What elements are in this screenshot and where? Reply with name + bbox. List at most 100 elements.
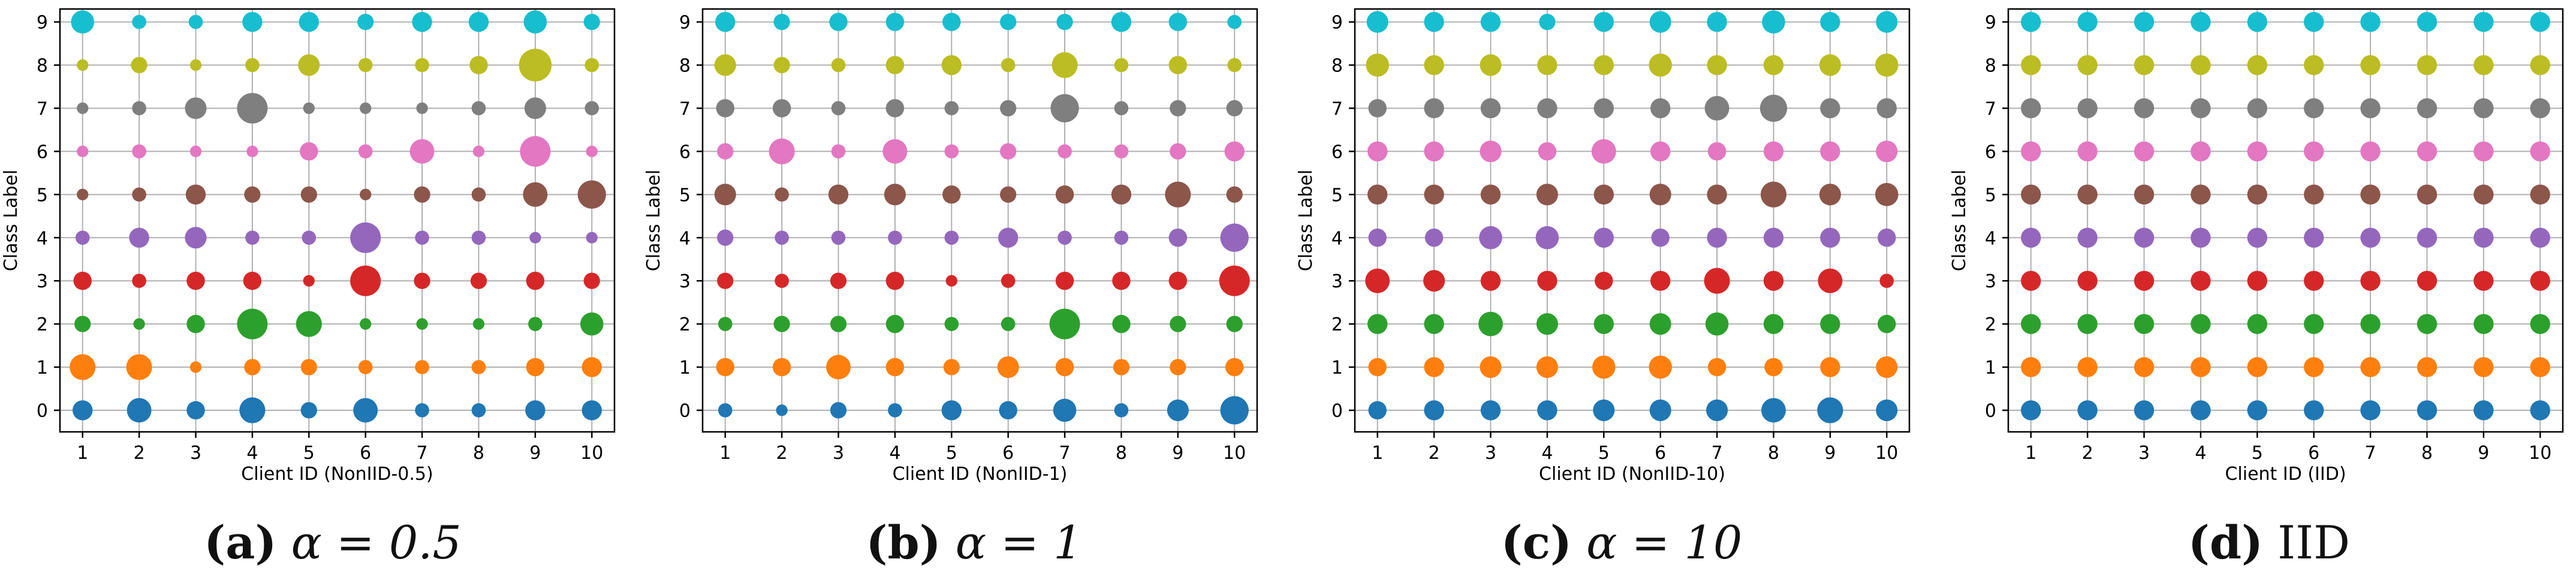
bubble-class3-client1 [2021, 271, 2041, 291]
bubble-class3-client2 [1423, 270, 1445, 292]
y-tick-label: 0 [37, 401, 48, 422]
bubble-class8-client6 [1649, 53, 1672, 77]
bubble-class7-client6 [1000, 100, 1017, 117]
bubble-class2-client3 [2134, 314, 2155, 334]
bubble-class8-client10 [1227, 58, 1242, 73]
axes-frame [701, 8, 1258, 433]
x-tick-label: 4 [889, 443, 900, 464]
bubble-class9-client1 [2021, 11, 2041, 32]
bubble-class2-client5 [296, 311, 322, 337]
bubble-class2-client4 [237, 308, 268, 339]
bubble-class6-client10 [1876, 140, 1898, 163]
bubble-class6-client7 [409, 139, 435, 164]
bubble-class4-client9 [1820, 227, 1840, 248]
bubble-class2-client3 [1478, 311, 1503, 336]
bubble-class8-client3 [1480, 54, 1502, 76]
bubble-class7-client9 [1170, 100, 1186, 117]
y-tick-label: 7 [37, 98, 48, 119]
bubble-class2-client7 [2360, 314, 2381, 334]
bubble-class5-client8 [2417, 184, 2438, 205]
subplot-1: 1 2 3 4 5 6 7 8 9 10 0 1 2 3 4 5 6 7 8 9 Client ID (NonIID-0… [1, 8, 616, 485]
bubble-class5-client1 [2021, 184, 2041, 205]
bubble-class3-client2 [132, 274, 146, 289]
bubble-class9-client10 [2530, 11, 2550, 32]
bubble-class3-client5 [303, 275, 315, 287]
bubble-class0-client4 [239, 397, 266, 423]
bubble-class1-client10 [582, 357, 602, 377]
bubble-class1-client8 [2417, 357, 2438, 377]
bubble-class2-client5 [2247, 314, 2268, 334]
bubble-class8-client5 [2247, 55, 2268, 76]
y-tick-label: 0 [1331, 401, 1343, 422]
bubble-class5-client4 [884, 184, 906, 206]
y-tick-label: 1 [679, 357, 691, 378]
bubble-class4-client5 [1593, 227, 1614, 248]
bubble-class3-client6 [1650, 271, 1671, 291]
bubble-class9-client7 [412, 11, 432, 32]
bubble-class0-client9 [2473, 400, 2494, 420]
bubble-class3-client5 [2247, 271, 2268, 291]
y-tick-label: 4 [679, 228, 691, 249]
bubble-class3-client3 [1480, 271, 1501, 291]
bubble-class8-client9 [1819, 54, 1841, 76]
bubble-class3-client10 [583, 272, 600, 289]
bubble-class1-client8 [1764, 357, 1783, 377]
bubble-class4-client9 [2473, 227, 2494, 248]
bubble-class6-client7 [2360, 141, 2381, 162]
bubble-class0-client3 [1480, 400, 1501, 420]
bubble-class5-client7 [1055, 185, 1074, 204]
bubble-class1-client10 [1876, 356, 1898, 378]
bubble-class5-client2 [2077, 184, 2098, 205]
bubble-class8-client1 [1366, 53, 1390, 77]
bubble-class3-client7 [2360, 271, 2381, 291]
bubble-class7-client5 [944, 101, 959, 116]
bubble-class3-client3 [2134, 271, 2155, 291]
bubble-class8-client10 [1875, 53, 1899, 77]
bubble-class5-client4 [244, 186, 261, 203]
bubble-class1-client2 [772, 357, 791, 377]
bubble-class1-client7 [1055, 357, 1074, 377]
bubble-class8-client5 [941, 55, 962, 76]
x-tick-label: 6 [360, 443, 371, 464]
bubble-class1-client9 [1820, 357, 1840, 377]
bubble-class4-client10 [586, 232, 598, 244]
y-tick-label: 9 [1331, 13, 1343, 34]
bubble-class3-client2 [775, 274, 789, 289]
bubble-class9-client2 [132, 14, 146, 29]
bubble-class9-client6 [1000, 13, 1017, 31]
bubble-class6-client8 [1114, 144, 1129, 159]
bubble-class7-client4 [885, 99, 905, 118]
bubble-class3-client1 [73, 271, 92, 290]
bubble-class1-client1 [70, 354, 96, 380]
bubble-class3-client4 [2191, 271, 2211, 291]
bubble-class5-client2 [1424, 184, 1444, 205]
bubble-class9-client9 [1168, 13, 1188, 31]
bubble-class9-client9 [2473, 11, 2494, 32]
x-tick-label: 4 [1541, 443, 1553, 464]
x-tick-label: 1 [77, 443, 88, 464]
y-axis-label: Class Label [1949, 170, 1970, 271]
bubble-class9-client8 [468, 11, 489, 32]
bubble-class0-client2 [2077, 400, 2098, 420]
bubble-class6-client7 [1707, 142, 1727, 161]
bubble-class0-client6 [353, 398, 378, 423]
bubble-class8-client1 [2021, 55, 2041, 76]
bubble-class7-client9 [1820, 98, 1840, 119]
bubble-class0-client3 [186, 401, 205, 420]
bubble-class4-client1 [2021, 227, 2041, 248]
x-tick-label: 5 [303, 443, 315, 464]
bubble-class1-client1 [716, 357, 735, 377]
bubble-class9-client3 [1480, 11, 1501, 32]
bubble-class5-client10 [2530, 184, 2550, 205]
bubble-class1-client2 [126, 354, 152, 380]
bubble-class7-client4 [237, 92, 268, 124]
bubble-class2-client1 [2021, 314, 2041, 334]
x-tick-label: 3 [1485, 443, 1496, 464]
bubble-class1-client7 [415, 360, 429, 374]
bubble-class1-client4 [244, 359, 261, 375]
bubble-class0-client7 [1706, 399, 1728, 422]
bubble-class3-client5 [1595, 271, 1613, 290]
bubble-class5-client8 [471, 187, 486, 202]
bubble-class8-client10 [585, 58, 599, 73]
bubble-class0-client5 [1593, 399, 1615, 422]
